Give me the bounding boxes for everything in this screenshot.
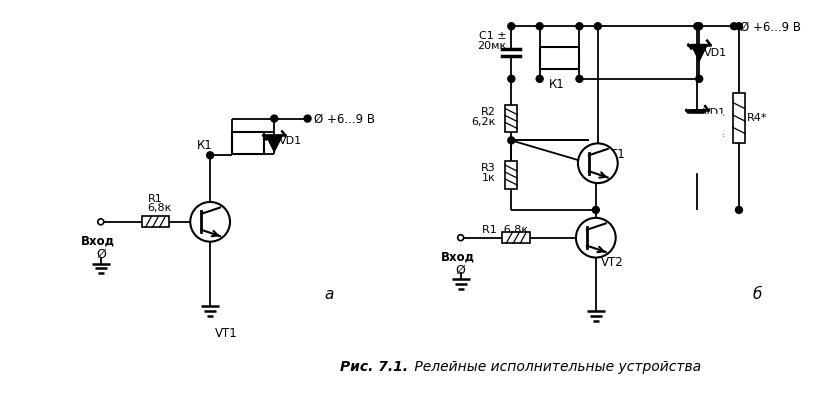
Circle shape (536, 23, 543, 30)
Polygon shape (687, 114, 722, 172)
Bar (505, 105, 518, 132)
Text: VT1: VT1 (215, 327, 238, 340)
Circle shape (694, 23, 701, 30)
Circle shape (735, 206, 743, 213)
Text: VD1: VD1 (704, 108, 726, 118)
Text: Вход: Вход (81, 235, 115, 248)
Text: R1: R1 (147, 194, 162, 204)
Circle shape (576, 218, 616, 257)
Text: Рис. 7.1.: Рис. 7.1. (340, 360, 408, 374)
Text: 1к: 1к (482, 173, 495, 183)
Bar (540, 47, 579, 69)
Text: 6,2к: 6,2к (471, 117, 495, 127)
Circle shape (578, 143, 618, 183)
Text: R1  6,8к: R1 6,8к (482, 225, 527, 235)
Circle shape (271, 115, 278, 122)
Circle shape (592, 206, 600, 213)
Text: С1 ±: С1 ± (479, 31, 506, 41)
Circle shape (190, 202, 230, 242)
Bar (733, 93, 745, 143)
Text: К1: К1 (197, 139, 212, 152)
Text: VT2: VT2 (601, 255, 623, 268)
Bar (142, 217, 170, 227)
Text: VD1: VD1 (704, 48, 727, 57)
Circle shape (206, 152, 214, 159)
Circle shape (576, 75, 583, 82)
Text: Ø: Ø (96, 248, 106, 261)
Circle shape (595, 23, 601, 30)
Text: Ø +6...9 В: Ø +6...9 В (314, 113, 374, 126)
Circle shape (695, 23, 703, 30)
Circle shape (735, 23, 743, 30)
Circle shape (304, 115, 311, 122)
Text: Релейные исполнительные устройства: Релейные исполнительные устройства (410, 360, 701, 374)
Circle shape (508, 75, 515, 82)
Bar (691, 119, 704, 157)
Text: R2: R2 (481, 107, 495, 117)
Text: R3: R3 (481, 163, 495, 173)
Bar (505, 161, 518, 189)
Text: 6,8к: 6,8к (147, 203, 172, 213)
Circle shape (695, 75, 703, 82)
Text: К1: К1 (549, 78, 564, 91)
Circle shape (508, 23, 515, 30)
Text: а: а (325, 287, 334, 302)
Polygon shape (266, 136, 283, 151)
Circle shape (576, 23, 583, 30)
Bar (232, 132, 265, 154)
Polygon shape (691, 44, 707, 61)
Text: R4*: R4* (705, 133, 726, 143)
Text: б: б (752, 287, 762, 302)
Text: R4*: R4* (747, 113, 767, 123)
Text: VD1: VD1 (279, 136, 302, 146)
Text: Ø: Ø (455, 264, 465, 277)
Circle shape (536, 75, 543, 82)
Text: 20мк: 20мк (477, 40, 506, 51)
Text: Вход: Вход (441, 251, 475, 264)
Polygon shape (690, 110, 705, 126)
Circle shape (731, 23, 737, 30)
Circle shape (508, 137, 515, 144)
Text: VT1: VT1 (603, 148, 626, 161)
Bar (502, 232, 530, 243)
Text: Ø +6...9 В: Ø +6...9 В (740, 21, 801, 34)
